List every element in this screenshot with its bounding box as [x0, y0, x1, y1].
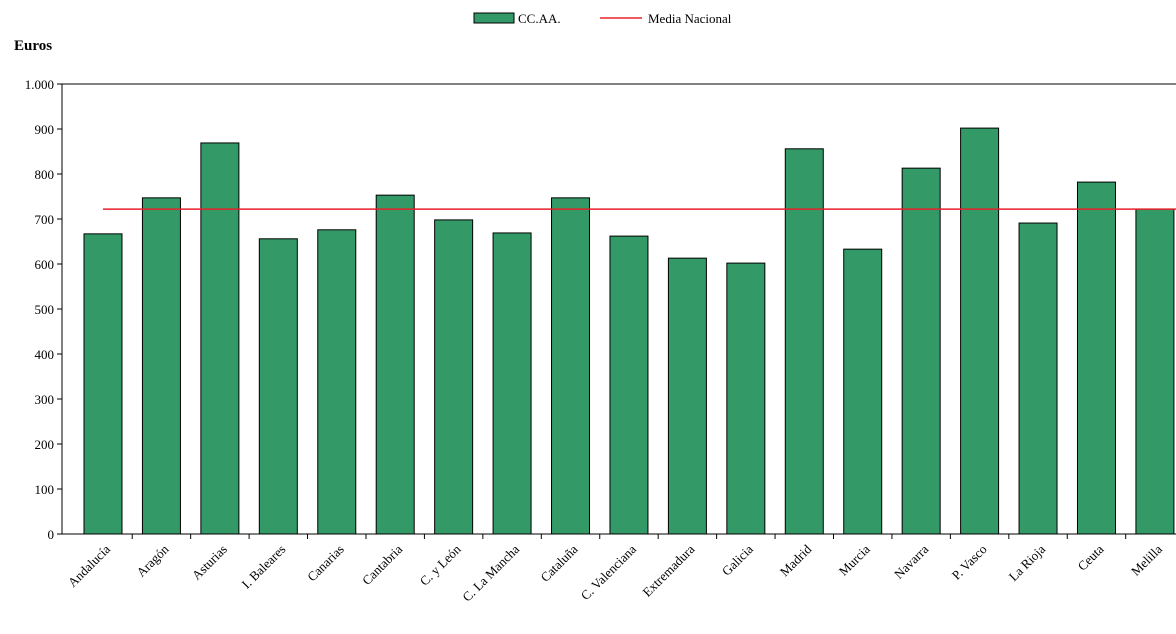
bar — [667, 257, 707, 535]
y-tick-label: 900 — [35, 122, 55, 137]
x-tick-label: Melilla — [1128, 541, 1165, 578]
bar — [901, 167, 941, 535]
legend-label: CC.AA. — [518, 11, 561, 26]
bar — [492, 232, 532, 535]
y-tick-label: 1.000 — [25, 77, 54, 92]
bar — [726, 262, 766, 535]
legend-label: Media Nacional — [648, 11, 732, 26]
x-tick-label: C. y León — [417, 541, 464, 588]
x-tick-label: Murcia — [836, 541, 873, 578]
x-tick-label: C. Valenciana — [578, 541, 640, 603]
bar — [83, 233, 123, 535]
bar — [317, 229, 357, 535]
bar — [258, 238, 298, 535]
bar — [1076, 181, 1116, 535]
x-tick-label: Asturias — [189, 542, 230, 583]
bar — [843, 248, 883, 535]
y-tick-label: 300 — [35, 392, 55, 407]
x-tick-label: Cantabria — [359, 541, 406, 588]
x-tick-label: I. Baleares — [239, 542, 289, 592]
bar — [551, 197, 591, 535]
bar — [434, 219, 474, 535]
y-tick-label: 400 — [35, 347, 55, 362]
y-tick-label: 100 — [35, 482, 55, 497]
legend-swatch — [473, 12, 515, 24]
x-tick-label: La Rioja — [1006, 541, 1049, 584]
bar — [960, 127, 1000, 535]
x-tick-label: Navarra — [891, 541, 931, 581]
bar — [784, 148, 824, 535]
x-tick-label: P. Vasco — [949, 542, 990, 583]
bar — [200, 142, 240, 535]
x-tick-label: Andalucía — [65, 541, 114, 590]
y-tick-label: 200 — [35, 437, 55, 452]
x-tick-label: Ceuta — [1075, 541, 1107, 573]
x-tick-label: Galicia — [719, 541, 756, 578]
y-tick-label: 500 — [35, 302, 55, 317]
x-tick-label: Madrid — [777, 541, 815, 579]
bar — [1135, 208, 1175, 535]
bar — [1018, 222, 1058, 535]
x-tick-label: Aragón — [133, 541, 172, 580]
x-tick-label: C. La Mancha — [459, 541, 522, 604]
y-tick-label: 600 — [35, 257, 55, 272]
bar — [141, 197, 181, 535]
y-tick-label: 0 — [48, 527, 55, 542]
y-tick-label: 800 — [35, 167, 55, 182]
x-tick-label: Cataluña — [537, 541, 580, 584]
x-tick-label: Canarias — [304, 542, 347, 585]
bar — [609, 235, 649, 535]
y-tick-label: 700 — [35, 212, 55, 227]
x-tick-label: Extremadura — [639, 541, 697, 599]
y-axis-label: Euros — [14, 38, 52, 54]
bar — [375, 194, 415, 535]
